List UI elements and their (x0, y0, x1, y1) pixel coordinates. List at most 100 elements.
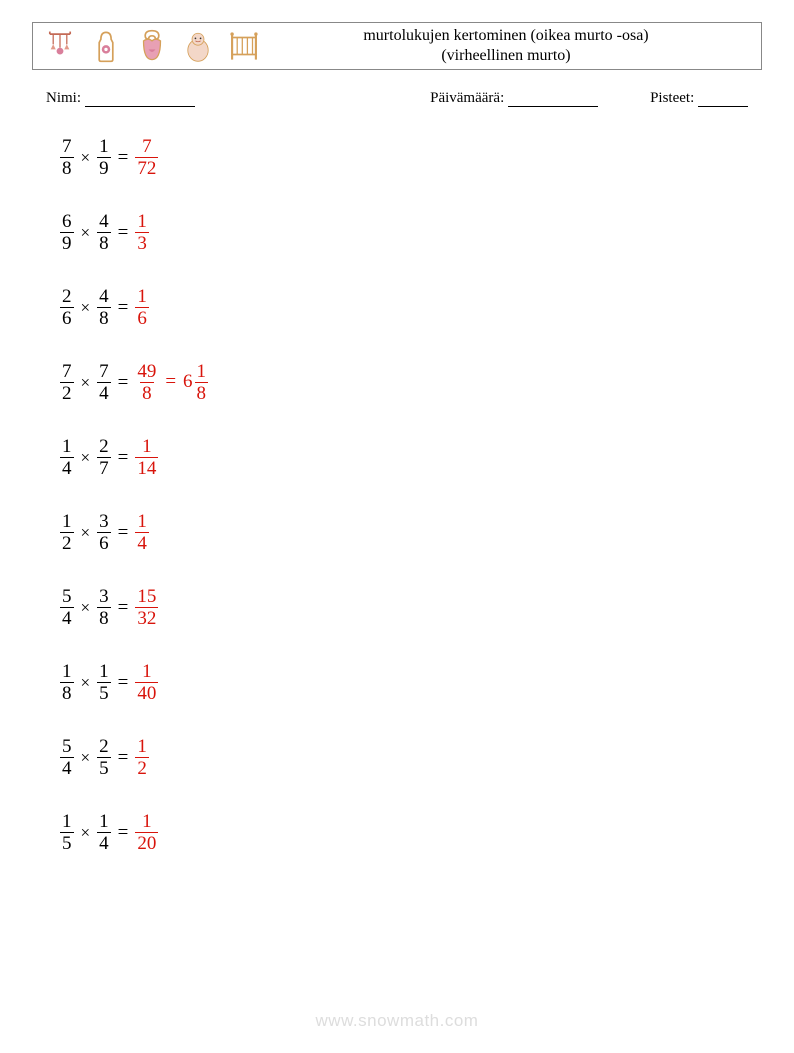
fraction: 12 (135, 737, 149, 778)
baby-icon (181, 29, 215, 63)
denominator: 9 (60, 232, 74, 253)
fraction: 25 (97, 737, 111, 778)
denominator: 8 (97, 607, 111, 628)
fraction: 114 (135, 437, 158, 478)
denominator: 8 (60, 157, 74, 178)
fraction: 14 (135, 512, 149, 553)
denominator: 4 (60, 607, 74, 628)
times-operator: × (74, 823, 98, 843)
answer: 498=618 (135, 362, 208, 404)
numerator: 1 (195, 362, 209, 382)
numerator: 3 (97, 587, 111, 607)
times-operator: × (74, 148, 98, 168)
equals-sign: = (111, 597, 136, 619)
denominator: 4 (60, 457, 74, 478)
problem-row: 54×25=12 (60, 730, 208, 785)
bottle-icon (89, 29, 123, 63)
denominator: 14 (135, 457, 158, 478)
footer-watermark: www.snowmath.com (0, 1011, 794, 1031)
denominator: 6 (60, 307, 74, 328)
meta-row: Nimi: Päivämäärä: Pisteet: (46, 90, 748, 114)
numerator: 1 (140, 812, 154, 832)
numerator: 1 (60, 437, 74, 457)
answer: 140 (135, 662, 158, 703)
denominator: 6 (135, 307, 149, 328)
worksheet-title: murtolukujen kertominen (oikea murto -os… (261, 26, 761, 66)
fraction: 18 (195, 362, 209, 403)
fraction: 15 (97, 662, 111, 703)
fraction: 18 (60, 662, 74, 703)
fraction: 498 (135, 362, 158, 403)
answer: 13 (135, 212, 149, 253)
problem-row: 14×27=114 (60, 430, 208, 485)
fraction: 36 (97, 512, 111, 553)
equals-sign: = (111, 447, 136, 469)
numerator: 5 (60, 587, 74, 607)
numerator: 1 (140, 662, 154, 682)
numerator: 4 (97, 212, 111, 232)
answer: 14 (135, 512, 149, 553)
mobile-icon (43, 29, 77, 63)
denominator: 5 (60, 832, 74, 853)
fraction: 772 (135, 137, 158, 178)
problem-row: 26×48=16 (60, 280, 208, 335)
denominator: 8 (97, 232, 111, 253)
denominator: 9 (97, 157, 111, 178)
fraction: 48 (97, 212, 111, 253)
score-blank[interactable] (698, 92, 748, 107)
numerator: 1 (97, 137, 111, 157)
score-field: Pisteet: (650, 90, 748, 107)
date-field: Päivämäärä: (430, 90, 598, 107)
numerator: 3 (97, 512, 111, 532)
denominator: 20 (135, 832, 158, 853)
fraction: 69 (60, 212, 74, 253)
numerator: 5 (60, 737, 74, 757)
numerator: 1 (97, 662, 111, 682)
denominator: 4 (97, 832, 111, 853)
equals-sign: = (158, 371, 183, 392)
name-label: Nimi: (46, 90, 81, 106)
equals-sign: = (111, 222, 136, 244)
date-blank[interactable] (508, 92, 598, 107)
fraction: 120 (135, 812, 158, 853)
times-operator: × (74, 298, 98, 318)
fraction: 74 (97, 362, 111, 403)
problem-row: 18×15=140 (60, 655, 208, 710)
fraction: 140 (135, 662, 158, 703)
title-line2: (virheellinen murto) (441, 47, 570, 64)
worksheet-header: murtolukujen kertominen (oikea murto -os… (32, 22, 762, 70)
name-blank[interactable] (85, 92, 195, 107)
denominator: 4 (60, 757, 74, 778)
numerator: 7 (97, 362, 111, 382)
numerator: 1 (60, 662, 74, 682)
problem-row: 15× 1 4=120 (60, 805, 208, 860)
fraction: 27 (97, 437, 111, 478)
fraction: 14 (60, 437, 74, 478)
answer: 114 (135, 437, 158, 478)
numerator: 6 (60, 212, 74, 232)
denominator: 32 (135, 607, 158, 628)
problem-row: 69×48=13 (60, 205, 208, 260)
numerator: 1 (135, 287, 149, 307)
bib-icon (135, 29, 169, 63)
fraction: 48 (97, 287, 111, 328)
whole-part: 6 (183, 371, 195, 393)
fraction: 78 (60, 137, 74, 178)
denominator: 5 (97, 682, 111, 703)
answer: 120 (135, 812, 158, 853)
fraction: 19 (97, 137, 111, 178)
problem-row: 78×19=772 (60, 130, 208, 185)
denominator: 2 (60, 532, 74, 553)
equals-sign: = (111, 747, 136, 769)
equals-sign: = (111, 147, 136, 169)
footer-text: www.snowmath.com (316, 1011, 479, 1030)
times-operator: × (74, 523, 98, 543)
fraction: 54 (60, 737, 74, 778)
denominator: 4 (97, 382, 111, 403)
times-operator: × (74, 673, 98, 693)
numerator: 2 (97, 737, 111, 757)
fraction: 15 (60, 812, 74, 853)
denominator: 6 (97, 532, 111, 553)
numerator: 2 (97, 437, 111, 457)
equals-sign: = (111, 822, 136, 844)
